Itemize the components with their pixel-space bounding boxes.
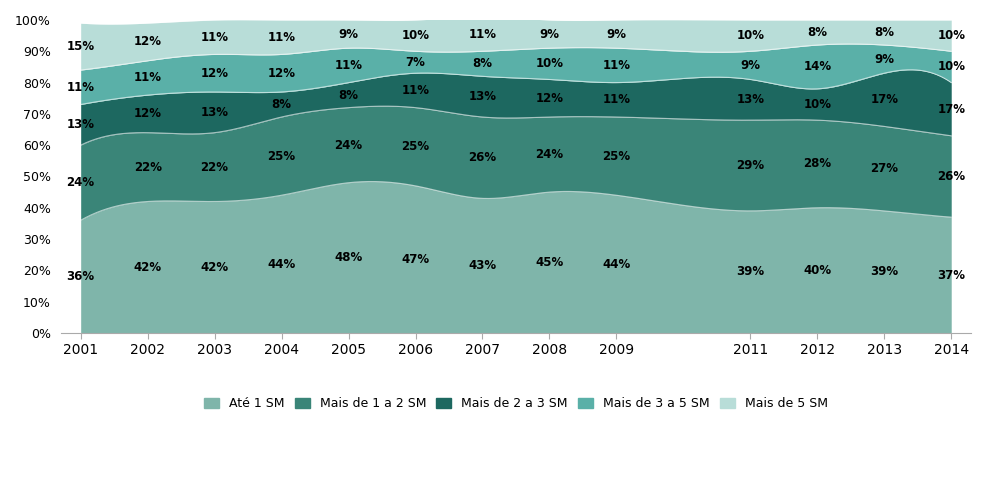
- Text: 47%: 47%: [401, 253, 429, 266]
- Text: 9%: 9%: [740, 59, 759, 72]
- Text: 12%: 12%: [200, 67, 229, 80]
- Text: 24%: 24%: [334, 139, 362, 152]
- Legend: Até 1 SM, Mais de 1 a 2 SM, Mais de 2 a 3 SM, Mais de 3 a 5 SM, Mais de 5 SM: Até 1 SM, Mais de 1 a 2 SM, Mais de 2 a …: [199, 392, 831, 415]
- Text: 13%: 13%: [468, 90, 496, 103]
- Text: 29%: 29%: [736, 159, 763, 172]
- Text: 11%: 11%: [67, 81, 95, 94]
- Text: 10%: 10%: [534, 57, 563, 70]
- Text: 11%: 11%: [200, 31, 229, 43]
- Text: 8%: 8%: [807, 26, 826, 39]
- Text: 45%: 45%: [534, 256, 563, 269]
- Text: 25%: 25%: [601, 150, 630, 163]
- Text: 26%: 26%: [468, 151, 496, 164]
- Text: 13%: 13%: [67, 119, 95, 131]
- Text: 39%: 39%: [870, 265, 897, 278]
- Text: 28%: 28%: [803, 157, 830, 171]
- Text: 8%: 8%: [472, 57, 492, 70]
- Text: 9%: 9%: [539, 28, 559, 41]
- Text: 42%: 42%: [200, 261, 229, 274]
- Text: 11%: 11%: [267, 31, 295, 43]
- Text: 7%: 7%: [405, 56, 425, 69]
- Text: 15%: 15%: [67, 40, 95, 53]
- Text: 24%: 24%: [534, 148, 563, 161]
- Text: 48%: 48%: [334, 251, 362, 264]
- Text: 25%: 25%: [401, 140, 429, 153]
- Text: 43%: 43%: [468, 259, 496, 272]
- Text: 12%: 12%: [133, 108, 162, 120]
- Text: 8%: 8%: [338, 88, 358, 102]
- Text: 8%: 8%: [271, 98, 291, 111]
- Text: 22%: 22%: [133, 161, 162, 174]
- Text: 10%: 10%: [937, 60, 964, 74]
- Text: 14%: 14%: [803, 60, 830, 74]
- Text: 12%: 12%: [534, 92, 563, 105]
- Text: 11%: 11%: [334, 59, 362, 72]
- Text: 37%: 37%: [937, 269, 964, 282]
- Text: 11%: 11%: [401, 84, 429, 97]
- Text: 39%: 39%: [736, 265, 763, 278]
- Text: 9%: 9%: [874, 53, 893, 65]
- Text: 25%: 25%: [267, 150, 296, 163]
- Text: 9%: 9%: [338, 28, 358, 41]
- Text: 10%: 10%: [803, 98, 830, 111]
- Text: 11%: 11%: [601, 93, 630, 106]
- Text: 13%: 13%: [200, 106, 229, 119]
- Text: 17%: 17%: [937, 103, 964, 116]
- Text: 36%: 36%: [67, 270, 95, 283]
- Text: 13%: 13%: [736, 93, 763, 106]
- Text: 27%: 27%: [870, 162, 897, 175]
- Text: 17%: 17%: [870, 93, 897, 106]
- Text: 10%: 10%: [401, 29, 429, 42]
- Text: 9%: 9%: [605, 28, 626, 41]
- Text: 12%: 12%: [133, 35, 162, 48]
- Text: 44%: 44%: [267, 258, 296, 271]
- Text: 44%: 44%: [601, 258, 630, 271]
- Text: 24%: 24%: [67, 176, 95, 189]
- Text: 8%: 8%: [874, 26, 893, 39]
- Text: 11%: 11%: [468, 28, 496, 41]
- Text: 10%: 10%: [736, 29, 763, 42]
- Text: 11%: 11%: [601, 59, 630, 72]
- Text: 26%: 26%: [937, 170, 964, 183]
- Text: 42%: 42%: [133, 261, 162, 274]
- Text: 10%: 10%: [937, 29, 964, 42]
- Text: 11%: 11%: [133, 71, 162, 85]
- Text: 40%: 40%: [803, 264, 830, 277]
- Text: 22%: 22%: [200, 161, 229, 174]
- Text: 12%: 12%: [267, 67, 295, 80]
